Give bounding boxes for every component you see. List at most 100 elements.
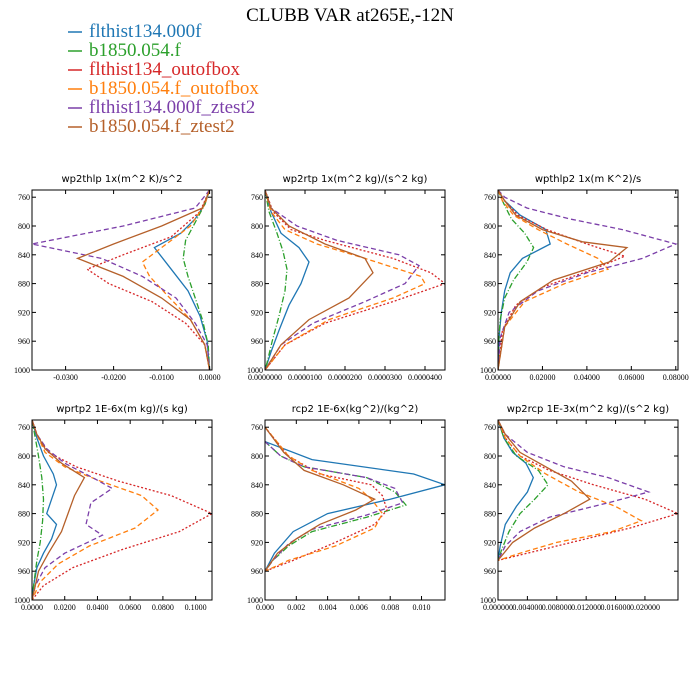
- x-tick-label: 0.006: [350, 603, 368, 612]
- y-tick-label: 960: [251, 337, 263, 346]
- legend-item: flthist134.000f_ztest2: [68, 97, 255, 118]
- series-line: [32, 420, 45, 600]
- x-tick-label: 0.016000: [601, 603, 631, 612]
- y-tick-label: 1000: [14, 596, 30, 605]
- y-tick-label: 1000: [14, 366, 30, 375]
- series-line: [182, 190, 211, 370]
- series-line: [265, 426, 384, 572]
- legend-item: b1850.054.f_ztest2: [68, 116, 235, 137]
- legend: flthist134.000fb1850.054.fflthist134_out…: [68, 21, 259, 137]
- x-tick-label: 0.0000: [199, 373, 221, 382]
- series-line: [32, 420, 114, 600]
- series-line: [498, 190, 551, 370]
- chart-panel: wp2rtp 1x(m^2 kg)/(s^2 kg) 760 800 840 880 92…: [247, 174, 446, 382]
- y-tick-label: 960: [484, 567, 496, 576]
- y-tick-label: 800: [484, 452, 496, 461]
- series-line: [498, 190, 610, 370]
- series-line: [265, 441, 404, 572]
- series-line: [498, 420, 651, 561]
- x-tick-label: 0.0000200: [328, 373, 362, 382]
- plot-frame: [264, 419, 446, 601]
- x-tick-label: 0.012000: [571, 603, 601, 612]
- plot-frame: [31, 419, 213, 601]
- x-tick-label: 0.0000300: [368, 373, 402, 382]
- y-tick-label: 880: [18, 510, 30, 519]
- chart-panel: wp2rcp 1E-3x(m^2 kg)/(s^2 kg) 760 800 840 88…: [480, 404, 679, 612]
- series-line: [141, 190, 211, 370]
- series-line: [498, 420, 678, 562]
- y-tick-label: 960: [18, 337, 30, 346]
- series-line: [265, 190, 420, 370]
- x-tick-label: 0.0000100: [288, 373, 322, 382]
- y-tick-label: 760: [18, 193, 30, 202]
- x-tick-label: 0.000: [256, 603, 274, 612]
- y-tick-label: 880: [251, 510, 263, 519]
- x-tick-label: 0.0000: [21, 603, 43, 612]
- x-tick-label: 0.0800: [152, 603, 174, 612]
- series-line: [75, 190, 211, 370]
- x-tick-label: 0.02000: [529, 373, 555, 382]
- y-tick-label: 1000: [247, 596, 263, 605]
- y-tick-label: 760: [251, 193, 263, 202]
- y-tick-label: 960: [484, 337, 496, 346]
- legend-label: flthist134_outofbox: [89, 59, 240, 80]
- y-tick-label: 920: [484, 538, 496, 547]
- series-line: [498, 420, 535, 561]
- x-tick-label: 0.0200: [54, 603, 76, 612]
- y-tick-label: 840: [484, 481, 496, 490]
- x-tick-label: 0.010: [413, 603, 431, 612]
- series-line: [32, 420, 160, 600]
- series-line: [85, 190, 211, 370]
- y-tick-label: 1000: [480, 596, 496, 605]
- y-tick-label: 760: [484, 423, 496, 432]
- y-tick-label: 800: [251, 452, 263, 461]
- plot-frame: [497, 419, 679, 601]
- series-line: [498, 420, 549, 561]
- series-line: [265, 190, 426, 370]
- series-line: [498, 420, 591, 561]
- series-line: [265, 441, 408, 572]
- legend-item: b1850.054.f_outofbox: [68, 78, 259, 99]
- legend-label: flthist134.000f_ztest2: [89, 97, 255, 118]
- series-line: [32, 190, 211, 370]
- chart-panel: wp2thlp 1x(m^2 K)/s^2 760 800 840 880 920 960 1…: [14, 174, 221, 382]
- legend-label: b1850.054.f: [89, 40, 182, 61]
- y-tick-label: 960: [251, 567, 263, 576]
- legend-label: b1850.054.f_ztest2: [89, 116, 235, 137]
- y-tick-label: 760: [18, 423, 30, 432]
- y-tick-label: 880: [251, 280, 263, 289]
- y-tick-label: 920: [18, 308, 30, 317]
- y-tick-label: 840: [251, 251, 263, 260]
- series-line: [32, 420, 58, 600]
- x-tick-label: 0.008: [381, 603, 399, 612]
- series-line: [265, 426, 377, 572]
- series-line: [32, 420, 212, 600]
- y-tick-label: 800: [18, 222, 30, 231]
- x-tick-label: 0.004: [319, 603, 337, 612]
- y-tick-label: 840: [18, 251, 30, 260]
- legend-label: b1850.054.f_outofbox: [89, 78, 259, 99]
- series-line: [498, 190, 629, 370]
- y-tick-label: 840: [484, 251, 496, 260]
- chart-panels: wp2thlp 1x(m^2 K)/s^2 760 800 840 880 920 960 1…: [14, 174, 689, 612]
- panel-title: wprtp2 1E-6x(m kg)/(s kg): [56, 404, 188, 415]
- y-tick-label: 880: [18, 280, 30, 289]
- y-tick-label: 920: [251, 308, 263, 317]
- panel-title: wp2rcp 1E-3x(m^2 kg)/(s^2 kg): [507, 404, 670, 415]
- x-tick-label: -0.0300: [53, 373, 78, 382]
- y-tick-label: 800: [251, 222, 263, 231]
- y-tick-label: 760: [251, 423, 263, 432]
- panel-title: wp2rtp 1x(m^2 kg)/(s^2 kg): [283, 174, 428, 185]
- x-tick-label: 0.1000: [185, 603, 207, 612]
- x-tick-label: 0.0400: [86, 603, 108, 612]
- y-tick-label: 1000: [247, 366, 263, 375]
- y-tick-label: 880: [484, 510, 496, 519]
- series-line: [32, 420, 86, 600]
- series-line: [498, 190, 627, 370]
- y-tick-label: 1000: [480, 366, 496, 375]
- x-tick-label: 0.06000: [618, 373, 644, 382]
- plot-frame: [497, 189, 679, 371]
- y-tick-label: 920: [18, 538, 30, 547]
- figure-title: CLUBB VAR at265E,-12N: [246, 5, 454, 26]
- x-tick-label: 0.04000: [574, 373, 600, 382]
